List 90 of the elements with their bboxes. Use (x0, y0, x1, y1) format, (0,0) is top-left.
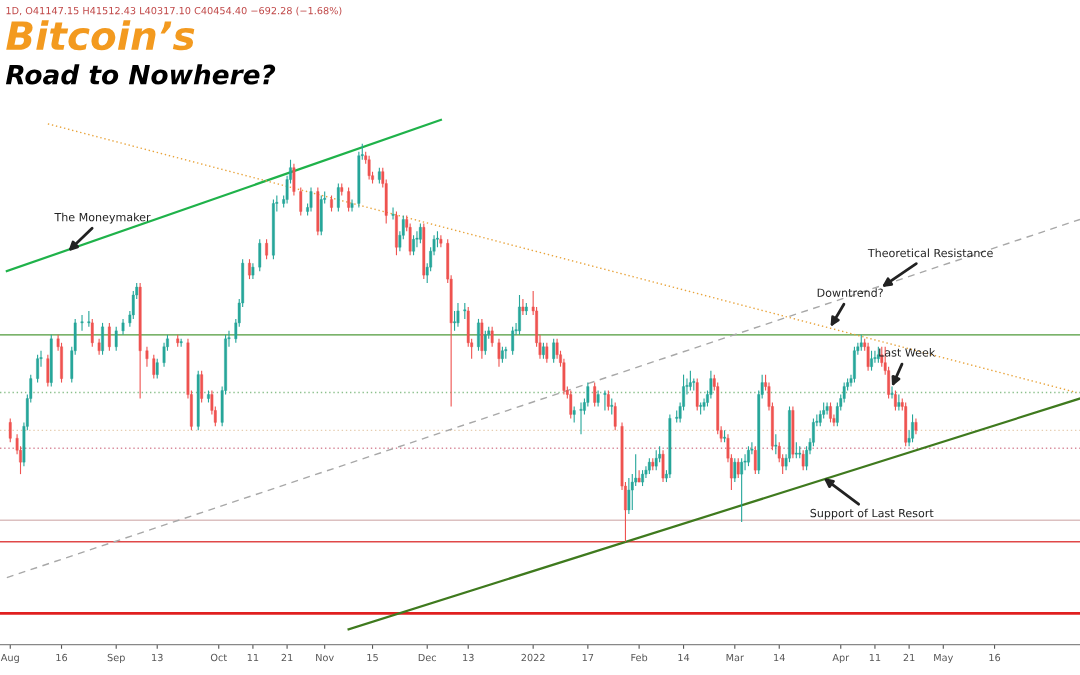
candlestick (350, 198, 354, 213)
candlestick (483, 330, 487, 356)
x-tick-label: Dec (418, 653, 437, 662)
x-tick-label: 15 (367, 653, 378, 662)
candlestick (870, 350, 873, 372)
x-tick-label: 14 (774, 653, 785, 662)
candlestick (248, 258, 251, 280)
candlestick (890, 386, 894, 400)
candlestick (8, 417, 12, 443)
annotation: Downtrend? (817, 288, 883, 297)
candlestick (733, 457, 737, 483)
candlestick (107, 322, 111, 352)
candlestick (114, 326, 118, 352)
candlestick (347, 187, 351, 213)
candlestick (579, 401, 583, 435)
candlestick (637, 469, 641, 483)
x-tick-label: 14 (678, 653, 690, 662)
x-tick-label: Sep (107, 653, 125, 664)
x-tick-label: 11 (869, 653, 881, 662)
text: 1D, O41147.15 H41512.43 L40317.10 C40454.40 −692.28 (−1.68%) (6, 6, 342, 16)
x-tick-label: 21 (281, 653, 293, 662)
candlestick (80, 314, 84, 332)
candlestick (200, 370, 204, 404)
candlestick (688, 370, 692, 392)
candlestick (511, 326, 515, 356)
candlestick (829, 401, 832, 423)
chart-subtitle: Road to Nowhere? (5, 64, 276, 85)
candlestick (299, 187, 303, 216)
candlestick (747, 445, 750, 467)
candlestick (412, 234, 415, 256)
candlestick (145, 346, 149, 368)
candlestick (46, 354, 50, 388)
candlestick (439, 234, 443, 248)
candlestick (265, 238, 268, 260)
candlestick (309, 187, 313, 213)
candlestick (613, 401, 617, 431)
x-tick-label: 13 (463, 653, 474, 662)
candlestick (801, 449, 805, 471)
annotation: Theoretical Resistance (867, 248, 993, 258)
annotation: The Moneymaker (54, 212, 151, 224)
candlestick (641, 469, 644, 487)
x-tick-label: Aug (0, 653, 19, 664)
x-tick-label: Apr (832, 653, 850, 664)
candlestick (825, 401, 829, 415)
candlestick (207, 389, 210, 404)
candlestick (336, 183, 340, 213)
candlestick (603, 389, 607, 411)
candlestick (753, 445, 757, 475)
x-tick-label: 16 (56, 653, 68, 662)
candlestick (152, 354, 156, 380)
x-tick-label: 11 (247, 653, 259, 662)
candlestick (569, 389, 573, 419)
candlestick (258, 238, 262, 272)
x-tick-label: 13 (152, 653, 163, 662)
candlestick (552, 338, 556, 364)
candlestick (155, 358, 159, 380)
candlestick (627, 477, 631, 515)
candlestick (866, 342, 870, 372)
candlestick (740, 457, 744, 523)
candlestick (101, 322, 104, 356)
candlestick (911, 413, 914, 443)
candlestick (453, 310, 456, 332)
candlestick (456, 302, 460, 328)
candlestick (606, 389, 610, 411)
candlestick (36, 354, 39, 384)
x-tick-label: 17 (582, 653, 594, 662)
x-tick-label: 2022 (521, 653, 545, 662)
x-tick-label: Feb (631, 653, 648, 662)
candlestick (545, 342, 549, 364)
candlestick (90, 318, 94, 348)
candlestick (330, 194, 333, 213)
annotation: Support of Last Resort (810, 508, 934, 520)
candlestick (292, 163, 296, 197)
candlestick (736, 457, 740, 479)
x-tick-label: Oct (210, 653, 227, 662)
candlestick (418, 222, 422, 244)
candlestick (518, 294, 521, 336)
candlestick (477, 318, 480, 352)
x-tick-label: Mar (726, 653, 744, 662)
x-tick-label: May (934, 653, 954, 664)
candlestick (391, 206, 395, 220)
candlestick (179, 338, 183, 348)
chart-title: Bitcoin’s (6, 20, 195, 51)
candlestick (87, 310, 91, 328)
candlestick (774, 433, 778, 455)
x-tick-label: Nov (316, 653, 334, 662)
candlestick (894, 389, 897, 411)
x-tick-label: 21 (903, 653, 915, 662)
x-tick-label: 16 (989, 653, 1001, 662)
candlestick (367, 155, 371, 181)
